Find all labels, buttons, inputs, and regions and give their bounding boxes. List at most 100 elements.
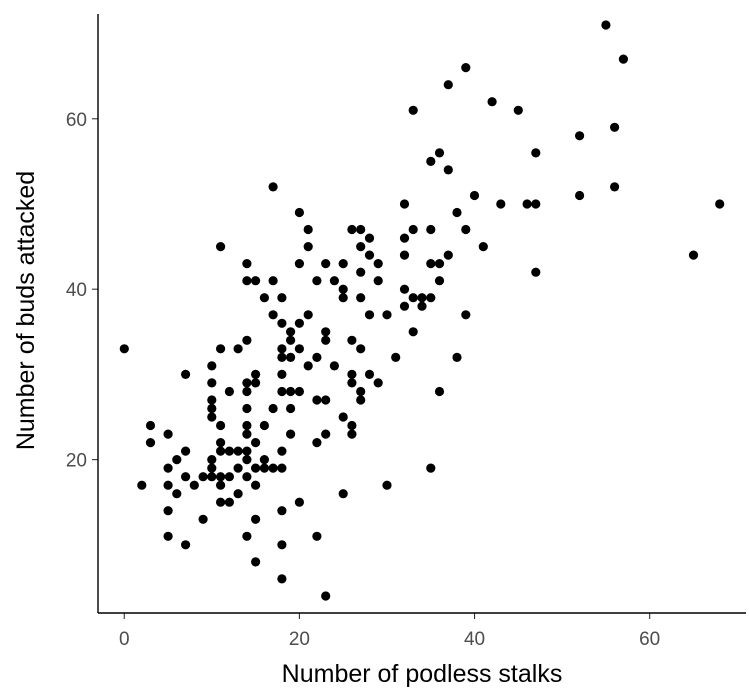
data-point (461, 63, 471, 73)
data-point (321, 335, 331, 345)
data-point (601, 20, 611, 30)
data-point (347, 335, 357, 345)
data-point (242, 455, 252, 465)
data-point (408, 105, 418, 115)
data-point (163, 463, 173, 473)
data-point (399, 199, 410, 209)
data-point (303, 310, 313, 320)
data-point (312, 438, 322, 448)
data-point (259, 420, 269, 431)
data-point (251, 463, 261, 473)
data-point (224, 472, 234, 482)
data-point (303, 224, 313, 235)
data-point (329, 276, 339, 286)
data-point (216, 344, 226, 354)
data-point (119, 344, 129, 354)
data-point (216, 446, 226, 456)
data-point (294, 497, 304, 507)
data-point (426, 224, 436, 235)
data-point (399, 301, 410, 311)
data-point (531, 267, 541, 277)
data-point (347, 429, 357, 439)
data-point (207, 403, 217, 414)
data-point (294, 318, 304, 328)
y-tick-label: 60 (66, 110, 87, 131)
data-point (286, 335, 296, 345)
data-point (373, 259, 383, 269)
x-tick-label: 60 (639, 629, 660, 650)
data-point (224, 497, 234, 507)
x-axis-title: Number of podless stalks (282, 660, 563, 688)
data-point (277, 540, 287, 550)
data-point (347, 420, 357, 431)
data-point (216, 420, 226, 431)
data-point (575, 131, 585, 141)
data-point (137, 480, 147, 490)
data-point (242, 386, 252, 397)
data-point (426, 463, 436, 473)
data-point (268, 182, 278, 192)
data-point (242, 472, 252, 482)
points-layer (119, 20, 725, 601)
data-point (207, 412, 217, 422)
data-point (434, 259, 445, 269)
data-point (426, 259, 436, 269)
data-point (286, 327, 296, 337)
data-point (163, 506, 173, 516)
y-tick-label: 20 (66, 451, 87, 472)
data-point (242, 403, 252, 414)
data-point (321, 429, 331, 439)
data-point (338, 284, 348, 294)
data-point (487, 97, 497, 107)
data-point (268, 403, 278, 414)
data-point (426, 156, 436, 166)
data-point (443, 80, 453, 90)
data-point (452, 352, 462, 362)
data-point (408, 224, 418, 235)
data-point (224, 386, 234, 397)
data-point (426, 293, 436, 303)
data-point (251, 276, 261, 286)
data-point (364, 369, 375, 379)
data-point (575, 190, 585, 201)
data-point (364, 310, 375, 320)
data-point (207, 361, 217, 371)
data-point (145, 438, 156, 448)
data-point (461, 310, 471, 320)
data-point (242, 378, 252, 388)
data-point (207, 395, 217, 405)
data-point (216, 438, 226, 448)
data-point (181, 540, 191, 550)
data-point (347, 224, 357, 235)
data-point (277, 369, 287, 379)
y-axis-title: Number of buds attacked (12, 171, 40, 450)
data-point (522, 199, 532, 209)
data-point (268, 310, 278, 320)
data-point (242, 446, 252, 456)
data-point (338, 293, 348, 303)
data-point (233, 489, 243, 499)
data-point (610, 122, 620, 132)
data-point (417, 301, 427, 311)
data-point (382, 310, 392, 320)
data-point (251, 480, 261, 490)
data-point (338, 259, 348, 269)
data-point (277, 386, 287, 397)
data-point (434, 276, 445, 286)
data-point (259, 293, 269, 303)
data-point (294, 344, 304, 354)
data-point (531, 199, 541, 209)
data-point (321, 591, 331, 601)
data-point (198, 514, 208, 524)
data-point (207, 378, 217, 388)
data-point (356, 344, 366, 354)
data-point (356, 224, 366, 235)
data-point (338, 412, 348, 422)
data-point (356, 267, 366, 277)
data-point (163, 480, 173, 490)
data-point (496, 199, 506, 209)
data-point (242, 276, 252, 286)
data-point (251, 557, 261, 567)
data-point (268, 276, 278, 286)
data-point (373, 378, 383, 388)
